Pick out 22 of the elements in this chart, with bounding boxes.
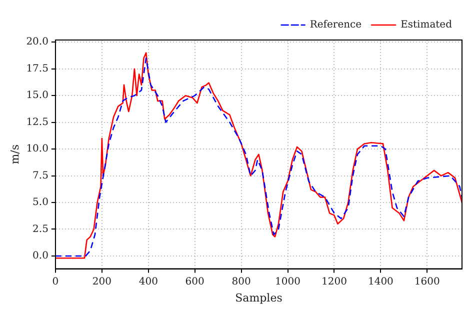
- x-tick-label: 600: [185, 276, 204, 288]
- y-tick-label: 10.0: [26, 144, 48, 155]
- y-tick-label: 0.0: [32, 250, 48, 262]
- legend-label: Estimated: [400, 20, 453, 31]
- x-axis-title: Samples: [235, 291, 283, 304]
- y-tick-label: 7.5: [32, 170, 48, 182]
- y-tick-label: 20.0: [26, 36, 48, 48]
- x-tick-label: 1000: [275, 276, 300, 288]
- y-tick-label: 12.5: [26, 116, 48, 128]
- x-tick-label: 400: [138, 276, 158, 288]
- y-axis-title: m/s: [8, 144, 22, 164]
- x-tick-label: 200: [92, 276, 112, 288]
- y-tick-label: 15.0: [26, 90, 48, 102]
- x-tick-label: 1600: [414, 276, 440, 288]
- y-tick-label: 17.5: [26, 63, 48, 74]
- x-tick-label: 1200: [322, 276, 347, 288]
- legend-label: Reference: [310, 20, 362, 31]
- y-tick-label: 2.5: [32, 224, 48, 235]
- y-tick-label: 5.0: [32, 197, 48, 208]
- x-tick-label: 0: [52, 276, 59, 288]
- x-tick-label: 800: [232, 276, 251, 288]
- x-tick-label: 1400: [368, 276, 394, 288]
